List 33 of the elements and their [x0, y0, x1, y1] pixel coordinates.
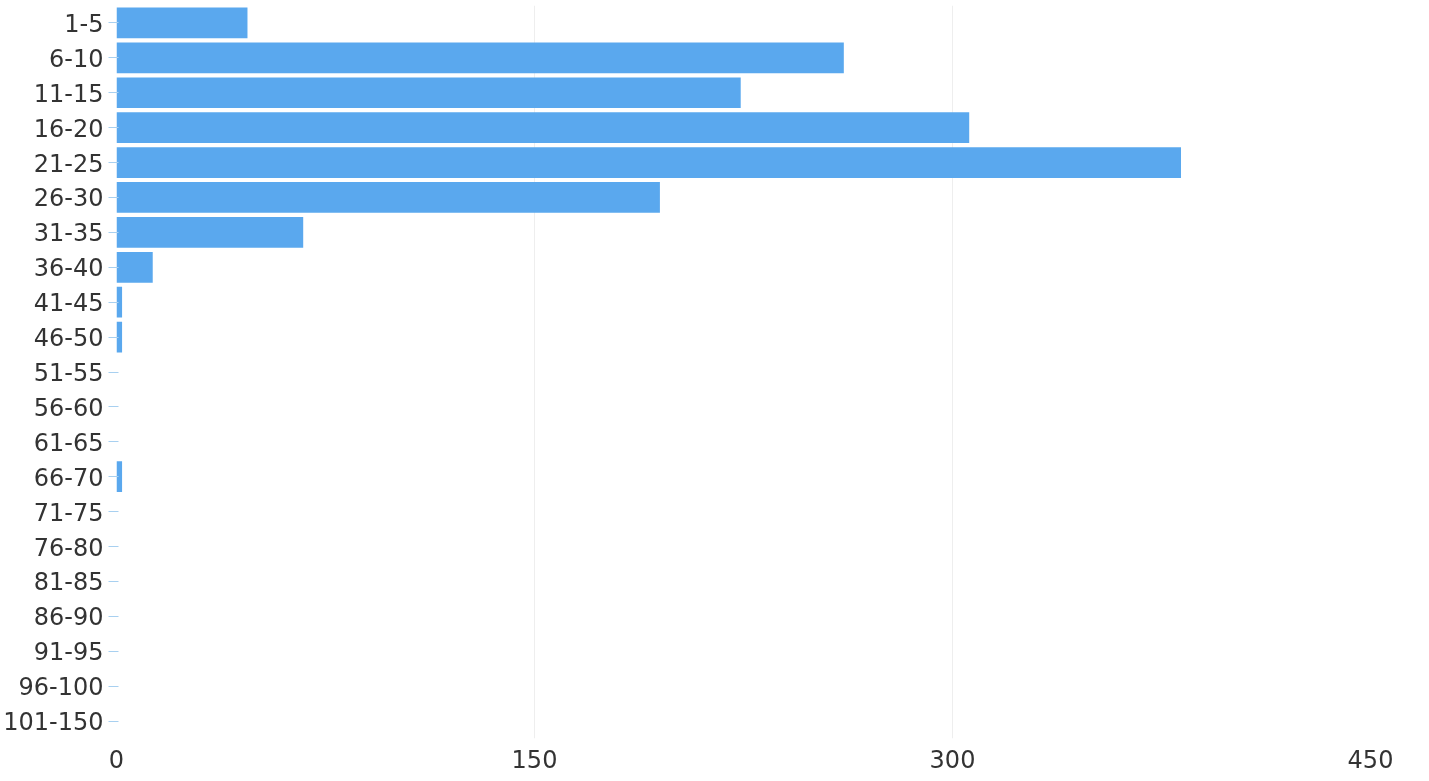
- bar: [116, 251, 153, 283]
- bar: [116, 77, 741, 109]
- y-tick-label: 11-15: [33, 79, 104, 108]
- y-tick-label: 66-70: [33, 463, 104, 492]
- y-tick-label: 86-90: [33, 603, 104, 632]
- y-tick-label: 46-50: [33, 324, 104, 353]
- x-tick-label: 450: [1347, 745, 1394, 774]
- bar: [116, 147, 1182, 178]
- y-tick-label: 16-20: [33, 114, 104, 143]
- y-tick-label: 76-80: [33, 533, 104, 562]
- y-tick-label: 61-65: [33, 428, 104, 457]
- bar: [116, 112, 970, 144]
- y-tick-label: 91-95: [33, 638, 104, 667]
- y-tick-label: 41-45: [33, 289, 104, 318]
- bar: [116, 217, 304, 248]
- y-tick-label: 96-100: [18, 673, 104, 702]
- x-tick-label: 0: [108, 745, 125, 774]
- y-tick-label: 36-40: [33, 254, 104, 283]
- y-tick-label: 6-10: [49, 44, 104, 73]
- y-tick-label: 51-55: [33, 359, 104, 387]
- y-tick-label: 31-35: [33, 219, 104, 248]
- y-tick-label: 56-60: [33, 393, 104, 422]
- y-tick-label: 81-85: [33, 568, 104, 597]
- y-tick-label: 26-30: [33, 184, 104, 213]
- bar: [116, 7, 248, 39]
- y-tick-label: 21-25: [33, 149, 104, 178]
- y-tick-label: 101-150: [3, 708, 104, 737]
- x-tick-label: 150: [511, 745, 558, 774]
- y-tick-label: 71-75: [33, 498, 104, 527]
- bar: [116, 42, 844, 74]
- y-tick-label: 1-5: [64, 9, 104, 38]
- bar: [116, 182, 660, 213]
- x-tick-label: 300: [929, 745, 976, 774]
